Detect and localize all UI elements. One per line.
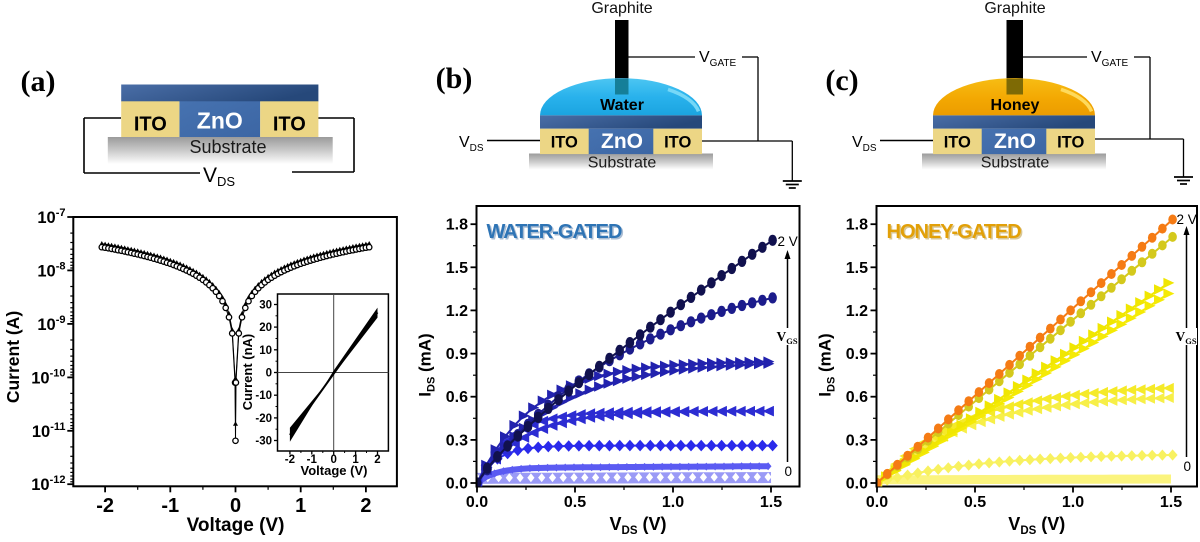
svg-text:0.6: 0.6 <box>846 389 868 406</box>
svg-text:VDS (V): VDS (V) <box>610 514 667 537</box>
svg-text:Substrate: Substrate <box>981 155 1050 172</box>
svg-text:0.3: 0.3 <box>846 432 868 449</box>
svg-text:ZnO: ZnO <box>197 108 243 134</box>
svg-text:1.0: 1.0 <box>1062 494 1084 511</box>
svg-text:-20: -20 <box>255 413 272 425</box>
svg-text:ITO: ITO <box>1057 134 1084 152</box>
svg-text:WATER-GATED: WATER-GATED <box>487 221 622 243</box>
svg-text:1.0: 1.0 <box>662 494 684 511</box>
svg-text:-30: -30 <box>255 436 272 448</box>
svg-text:0.9: 0.9 <box>846 346 868 363</box>
svg-text:1.2: 1.2 <box>446 303 468 320</box>
svg-text:0.6: 0.6 <box>446 389 468 406</box>
svg-text:Current (nA): Current (nA) <box>240 334 255 411</box>
svg-text:1.2: 1.2 <box>846 303 868 320</box>
svg-text:Honey: Honey <box>991 97 1040 114</box>
svg-text:1.8: 1.8 <box>846 217 868 234</box>
svg-text:HONEY-GATED: HONEY-GATED <box>887 221 1022 243</box>
svg-text:ITO: ITO <box>664 134 691 152</box>
svg-text:2: 2 <box>374 454 380 466</box>
svg-text:30: 30 <box>259 300 272 312</box>
svg-text:1.5: 1.5 <box>846 260 868 277</box>
svg-text:0.5: 0.5 <box>964 494 986 511</box>
svg-text:0: 0 <box>266 368 272 380</box>
svg-text:2 V: 2 V <box>778 234 798 249</box>
svg-text:Substrate: Substrate <box>588 155 657 172</box>
svg-text:Current (A): Current (A) <box>3 311 23 403</box>
svg-text:0.0: 0.0 <box>846 476 868 493</box>
svg-text:2: 2 <box>360 495 371 517</box>
svg-text:(c): (c) <box>825 64 858 97</box>
svg-text:0.0: 0.0 <box>466 494 488 511</box>
svg-text:1.8: 1.8 <box>446 217 468 234</box>
svg-text:1.5: 1.5 <box>446 260 468 277</box>
svg-text:0: 0 <box>230 495 241 517</box>
svg-text:20: 20 <box>259 322 272 334</box>
svg-text:Substrate: Substrate <box>189 137 266 157</box>
svg-text:(a): (a) <box>21 65 56 98</box>
svg-text:WATER-GATED: WATER-GATED <box>488 223 623 245</box>
svg-text:-10: -10 <box>255 390 272 402</box>
svg-text:1.5: 1.5 <box>760 494 782 511</box>
svg-text:-2: -2 <box>285 454 295 466</box>
svg-text:0.0: 0.0 <box>446 476 468 493</box>
svg-text:1: 1 <box>352 454 359 466</box>
svg-text:0.9: 0.9 <box>446 346 468 363</box>
svg-text:-2: -2 <box>96 495 114 517</box>
svg-text:Graphite: Graphite <box>591 0 652 17</box>
svg-text:0.5: 0.5 <box>564 494 586 511</box>
svg-text:ITO: ITO <box>273 114 306 136</box>
svg-text:Voltage (V): Voltage (V) <box>187 515 285 536</box>
svg-text:Voltage (V): Voltage (V) <box>301 463 368 478</box>
svg-text:VDS (V): VDS (V) <box>1008 514 1065 537</box>
svg-text:Graphite: Graphite <box>984 0 1045 17</box>
svg-text:10: 10 <box>259 345 272 357</box>
svg-text:-1: -1 <box>307 454 318 466</box>
svg-text:0.3: 0.3 <box>446 432 468 449</box>
svg-text:0: 0 <box>1184 459 1192 474</box>
svg-text:0: 0 <box>330 454 336 466</box>
svg-text:-1: -1 <box>161 495 179 517</box>
svg-text:1.5: 1.5 <box>1160 494 1182 511</box>
svg-text:ITO: ITO <box>944 134 971 152</box>
svg-text:Water: Water <box>600 97 644 114</box>
svg-text:1: 1 <box>295 495 306 517</box>
svg-text:HONEY-GATED: HONEY-GATED <box>888 223 1023 245</box>
svg-text:(b): (b) <box>436 62 473 95</box>
svg-text:ITO: ITO <box>551 134 578 152</box>
svg-text:ITO: ITO <box>134 114 167 136</box>
svg-text:2 V: 2 V <box>1177 212 1197 227</box>
svg-text:ZnO: ZnO <box>601 130 643 153</box>
svg-text:0.0: 0.0 <box>866 494 888 511</box>
svg-text:ZnO: ZnO <box>994 130 1036 153</box>
svg-text:0: 0 <box>785 464 793 479</box>
